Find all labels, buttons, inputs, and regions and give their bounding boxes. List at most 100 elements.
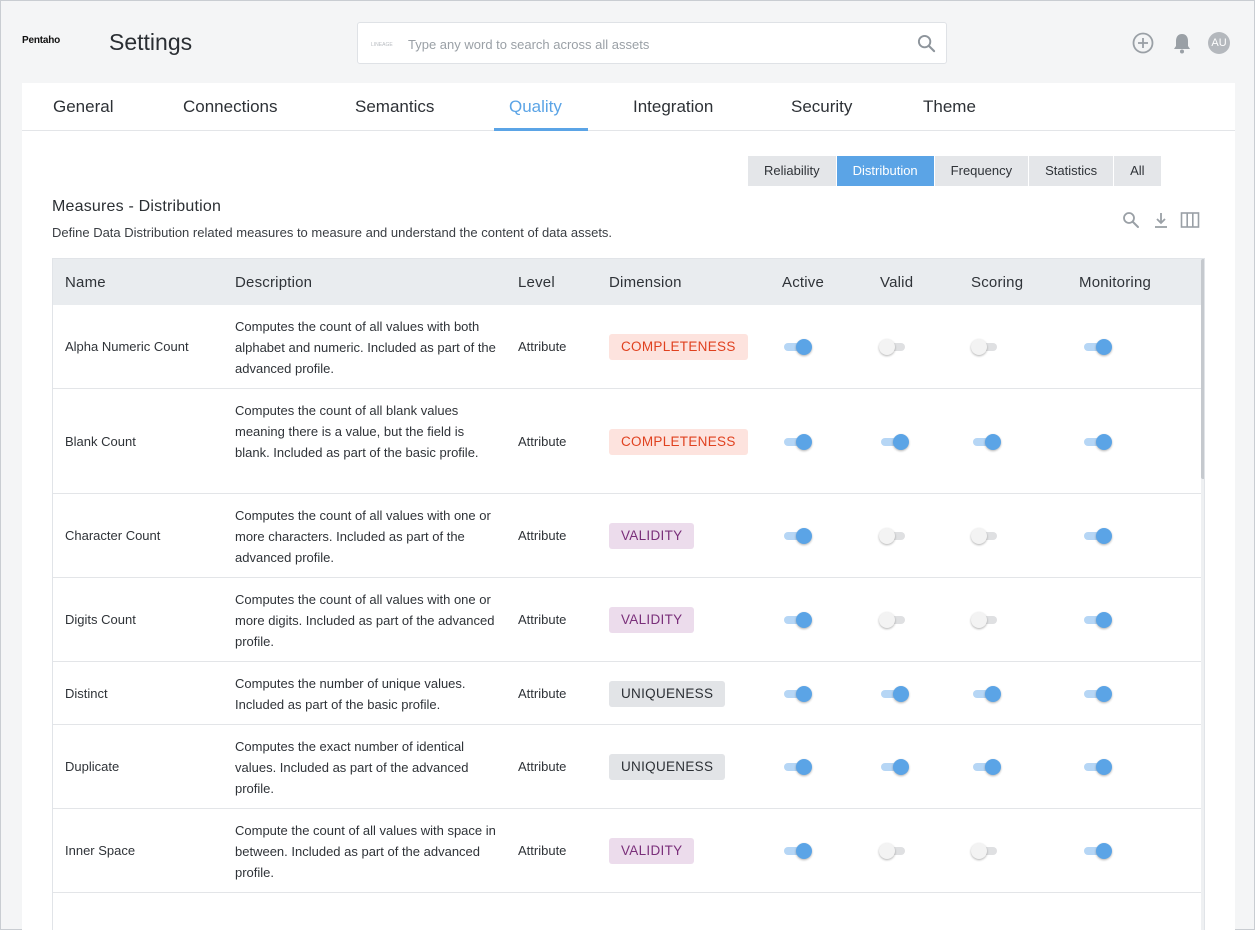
monitoring-toggle[interactable] [1082, 758, 1114, 776]
dimension-badge: COMPLETENESS [609, 334, 748, 360]
dimension-badge: VALIDITY [609, 523, 695, 549]
dimension-badge: UNIQUENESS [609, 680, 726, 707]
table-row[interactable]: Character Count Computes the count of al… [53, 494, 1201, 578]
table-row[interactable]: Duplicate Computes the exact number of i… [53, 725, 1201, 809]
search-input[interactable] [408, 33, 908, 55]
active-toggle[interactable] [782, 758, 814, 776]
table-row[interactable]: Digits Count Computes the count of all v… [53, 578, 1201, 662]
measure-name: Distinct [65, 685, 108, 701]
measure-name: Character Count [65, 528, 161, 543]
column-header-monitoring[interactable]: Monitoring [1079, 274, 1152, 291]
tab-semantics[interactable]: Semantics [355, 97, 435, 116]
measure-name: Duplicate [65, 759, 120, 774]
measure-name: Alpha Numeric Count [65, 339, 189, 354]
tab-theme[interactable]: Theme [923, 97, 976, 116]
valid-toggle[interactable] [879, 433, 911, 451]
valid-toggle[interactable] [879, 758, 911, 776]
column-header-name[interactable]: Name [65, 274, 106, 291]
active-toggle[interactable] [782, 842, 814, 860]
measure-level: Attribute [518, 339, 567, 354]
scoring-toggle[interactable] [971, 433, 1003, 451]
active-toggle[interactable] [782, 433, 814, 451]
toggle-knob [1096, 612, 1112, 628]
column-header-scoring[interactable]: Scoring [971, 274, 1024, 291]
toggle-knob [1096, 759, 1112, 775]
toggle-knob [985, 685, 1001, 702]
pentaho-logo[interactable]: Pentaho [22, 35, 61, 46]
scoring-toggle[interactable] [971, 611, 1003, 629]
tab-general[interactable]: General [53, 97, 114, 116]
measure-description: Computes the count of all blank values m… [235, 402, 479, 460]
subtab-reliability[interactable]: Reliability [748, 156, 836, 186]
subtab-statistics[interactable]: Statistics [1029, 156, 1114, 186]
measure-level: Attribute [518, 685, 567, 701]
dimension-badge: COMPLETENESS [609, 428, 748, 455]
scrollbar-thumb[interactable] [1201, 259, 1204, 479]
toggle-knob [971, 843, 987, 859]
columns-icon[interactable] [1180, 211, 1200, 234]
toggle-knob [971, 339, 987, 355]
toggle-knob [796, 685, 812, 702]
table-row[interactable]: Inner Space Compute the count of all val… [53, 809, 1201, 893]
toggle-knob [985, 759, 1001, 775]
subtab-frequency[interactable]: Frequency [934, 156, 1029, 186]
active-toggle[interactable] [782, 338, 814, 356]
active-toggle[interactable] [782, 611, 814, 629]
toggle-knob [796, 612, 812, 628]
measure-name: Inner Space [65, 843, 136, 858]
table-scrollbar[interactable] [1201, 259, 1204, 930]
monitoring-toggle[interactable] [1082, 685, 1114, 703]
toggle-knob [893, 759, 909, 775]
active-toggle[interactable] [782, 527, 814, 545]
scoring-toggle[interactable] [971, 338, 1003, 356]
tab-security[interactable]: Security [791, 97, 853, 116]
table-row[interactable]: Blank Count Computes the count of all bl… [53, 389, 1201, 494]
scoring-toggle[interactable] [971, 685, 1003, 703]
scoring-toggle[interactable] [971, 527, 1003, 545]
global-search[interactable]: LINEAGE [357, 22, 947, 64]
monitoring-toggle[interactable] [1082, 527, 1114, 545]
column-header-valid[interactable]: Valid [880, 274, 914, 291]
valid-toggle[interactable] [879, 527, 911, 545]
valid-toggle[interactable] [879, 611, 911, 629]
toggle-knob [796, 843, 812, 859]
toggle-knob [1096, 685, 1112, 702]
monitoring-toggle[interactable] [1082, 338, 1114, 356]
search-icon[interactable] [917, 34, 936, 58]
measure-level: Attribute [518, 843, 567, 858]
column-header-dimension[interactable]: Dimension [609, 274, 682, 291]
quality-panel: Reliability Distribution Frequency Stati… [22, 131, 1235, 930]
measure-description: Computes the count of all values with on… [235, 507, 491, 565]
table-row[interactable]: Distinct Computes the number of unique v… [53, 662, 1201, 725]
measure-name: Digits Count [65, 612, 136, 627]
column-header-level[interactable]: Level [518, 274, 555, 291]
column-header-active[interactable]: Active [782, 274, 825, 291]
download-icon[interactable] [1152, 211, 1170, 234]
bell-icon[interactable] [1172, 32, 1192, 59]
scoring-toggle[interactable] [971, 758, 1003, 776]
column-header-description[interactable]: Description [235, 274, 313, 291]
scoring-toggle[interactable] [971, 842, 1003, 860]
subtab-all[interactable]: All [1114, 156, 1161, 186]
tab-connections[interactable]: Connections [183, 97, 278, 116]
toggle-knob [879, 612, 895, 628]
monitoring-toggle[interactable] [1082, 842, 1114, 860]
user-avatar[interactable]: AU [1208, 32, 1230, 54]
monitoring-toggle[interactable] [1082, 611, 1114, 629]
toggle-knob [796, 339, 812, 355]
settings-tabs: General Connections Semantics Quality In… [22, 83, 1235, 131]
active-toggle[interactable] [782, 685, 814, 703]
search-scope-label[interactable]: LINEAGE [371, 42, 393, 48]
add-circle-icon[interactable] [1132, 32, 1154, 59]
active-tab-indicator [494, 128, 588, 131]
valid-toggle[interactable] [879, 685, 911, 703]
monitoring-toggle[interactable] [1082, 433, 1114, 451]
tab-quality[interactable]: Quality [509, 97, 562, 116]
table-row[interactable]: Alpha Numeric Count Computes the count o… [53, 305, 1201, 389]
tab-integration[interactable]: Integration [633, 97, 714, 116]
table-search-icon[interactable] [1122, 211, 1140, 234]
valid-toggle[interactable] [879, 338, 911, 356]
subtab-distribution[interactable]: Distribution [836, 156, 934, 186]
toggle-knob [796, 433, 812, 450]
valid-toggle[interactable] [879, 842, 911, 860]
